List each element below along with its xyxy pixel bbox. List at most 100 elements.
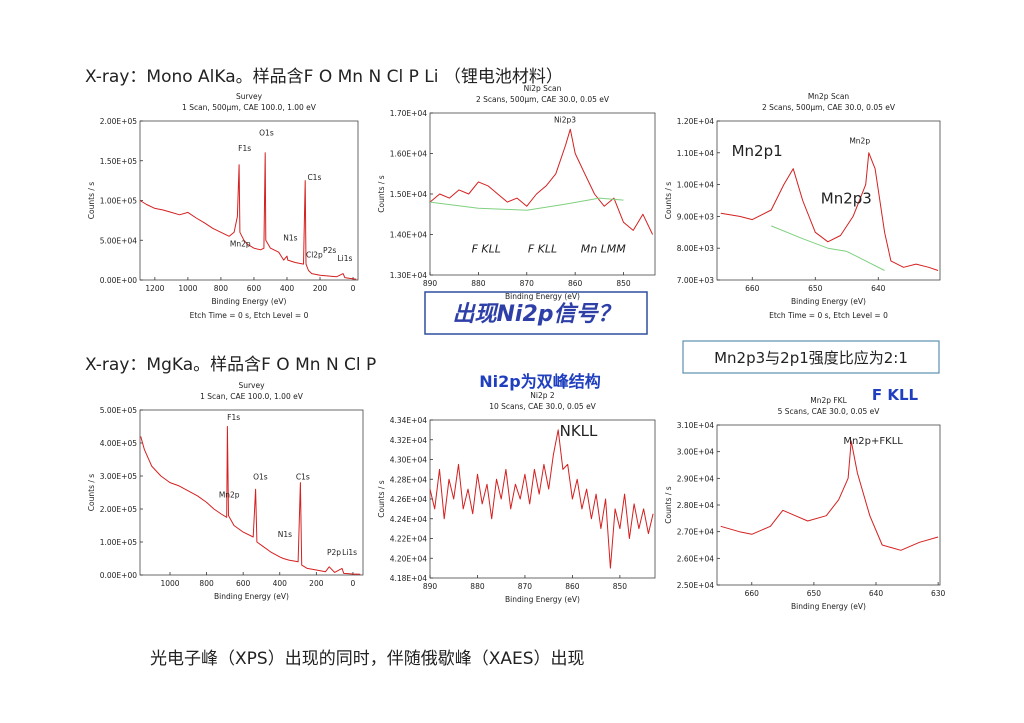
x-tick-label: 660: [745, 284, 760, 293]
x-tick-label: 400: [280, 284, 295, 293]
callout: Mn2p3与2p1强度比应为2:1: [714, 349, 908, 367]
note: F KLL: [872, 386, 919, 404]
x-tick-label: 400: [273, 579, 288, 588]
y-axis-label: Counts / s: [377, 175, 386, 212]
y-tick-label: 2.00E+05: [100, 505, 137, 514]
y-tick-label: 3.10E+04: [677, 421, 714, 430]
y-tick-label: 5.00E+04: [100, 236, 137, 245]
peak-label: N1s: [278, 530, 292, 539]
x-tick-label: 800: [214, 284, 229, 293]
x-tick-label: 1200: [145, 284, 164, 293]
peak-label: F1s: [227, 413, 240, 422]
y-tick-label: 3.00E+04: [677, 448, 714, 457]
callout: 出现Ni2p信号？: [452, 302, 619, 327]
x-tick-label: 200: [313, 284, 328, 293]
y-tick-label: 1.00E+04: [677, 181, 714, 190]
peak-label: F KLL: [472, 242, 501, 255]
x-tick-label: 200: [309, 579, 324, 588]
x-tick-label: 850: [616, 279, 631, 288]
x-tick-label: 880: [470, 582, 485, 591]
plot-frame: [716, 120, 941, 281]
x-tick-label: 870: [518, 582, 533, 591]
callout-box: [682, 340, 940, 374]
plot-frame: [139, 409, 364, 576]
peak-label: P2s: [323, 246, 336, 255]
x-tick-label: 660: [745, 589, 760, 598]
y-tick-label: 4.30E+04: [390, 456, 427, 465]
x-axis-label: Binding Energy (eV): [212, 297, 287, 306]
heading: X-ray：MgKa。样品含F O Mn N Cl P: [85, 355, 376, 375]
x-axis-label: Binding Energy (eV): [505, 595, 580, 604]
spectrum-line: [720, 152, 939, 271]
peak-label: Ni2p3: [554, 116, 576, 125]
y-axis-label: Counts / s: [377, 480, 386, 517]
spectrum-line: [429, 128, 654, 235]
y-axis-label: Counts / s: [664, 182, 673, 219]
chart-title: Ni2p Scan: [524, 84, 562, 93]
plot-frame: [716, 424, 941, 586]
y-tick-label: 2.50E+04: [677, 581, 714, 590]
x-axis-label: Binding Energy (eV): [214, 592, 289, 601]
x-tick-label: 640: [869, 589, 884, 598]
y-tick-label: 2.70E+04: [677, 528, 714, 537]
chart-title: Mn2p Scan: [808, 92, 850, 101]
chart-subtitle: 2 Scans, 500µm, CAE 30.0, 0.05 eV: [762, 103, 896, 112]
y-axis-label: Counts / s: [87, 182, 96, 219]
y-tick-label: 4.18E+04: [390, 574, 427, 583]
y-tick-label: 1.00E+05: [100, 538, 137, 547]
peak-label: F KLL: [528, 242, 557, 255]
chart-title: Ni2p 2: [530, 391, 555, 400]
y-tick-label: 0.00E+00: [100, 571, 137, 580]
peak-label: Mn2p: [849, 136, 870, 145]
peak-label: NKLL: [560, 422, 598, 440]
x-axis-label: Binding Energy (eV): [791, 602, 866, 611]
callout-box: [424, 291, 648, 335]
x-tick-label: 640: [871, 284, 886, 293]
note: Ni2p为双峰结构: [479, 372, 600, 391]
peak-label: Mn2p+FKLL: [843, 436, 903, 447]
y-tick-label: 1.50E+05: [100, 157, 137, 166]
spectrum-line: [720, 440, 939, 551]
y-axis-label: Counts / s: [664, 486, 673, 523]
y-tick-label: 2.60E+04: [677, 554, 714, 563]
chart-title: Survey: [238, 381, 265, 390]
peak-label: P2p: [327, 548, 341, 557]
chart-subtitle: 10 Scans, CAE 30.0, 0.05 eV: [489, 402, 596, 411]
y-tick-label: 1.20E+04: [677, 117, 714, 126]
chart-subtitle: 2 Scans, 500µm, CAE 30.0, 0.05 eV: [476, 95, 610, 104]
y-tick-label: 7.00E+03: [677, 276, 714, 285]
peak-label: Mn LMM: [581, 242, 627, 255]
y-tick-label: 1.30E+04: [390, 271, 427, 280]
y-tick-label: 4.24E+04: [390, 515, 427, 524]
y-tick-label: 3.00E+05: [100, 472, 137, 481]
y-tick-label: 4.34E+04: [390, 416, 427, 425]
y-tick-label: 4.22E+04: [390, 535, 427, 544]
peak-label: Mn2p: [219, 490, 240, 499]
y-tick-label: 9.00E+03: [677, 212, 714, 221]
spectrum-line: [429, 197, 624, 211]
x-tick-label: 870: [520, 279, 535, 288]
chart-title: Survey: [236, 92, 263, 101]
x-tick-label: 0: [351, 579, 356, 588]
x-axis-label: Binding Energy (eV): [791, 297, 866, 306]
y-tick-label: 1.50E+04: [390, 190, 427, 199]
y-tick-label: 1.70E+04: [390, 109, 427, 118]
y-tick-label: 1.10E+04: [677, 149, 714, 158]
peak-label: O1s: [259, 128, 274, 137]
y-tick-label: 4.28E+04: [390, 475, 427, 484]
y-tick-label: 2.90E+04: [677, 474, 714, 483]
plot-frame: [139, 120, 359, 281]
conclusion: 光电子峰（XPS）出现的同时，伴随俄歇峰（XAES）出现: [150, 649, 585, 669]
spectrum-line: [140, 426, 361, 575]
peak-label: Mn2p1: [732, 142, 783, 160]
x-tick-label: 1000: [178, 284, 197, 293]
peak-label: O1s: [253, 472, 268, 481]
x-tick-label: 890: [423, 279, 438, 288]
x-tick-label: 890: [423, 582, 438, 591]
y-tick-label: 0.00E+00: [100, 276, 137, 285]
y-tick-label: 1.40E+04: [390, 231, 427, 240]
chart-subtitle: 1 Scan, 500µm, CAE 100.0, 1.00 eV: [182, 103, 317, 112]
y-tick-label: 2.00E+05: [100, 117, 137, 126]
